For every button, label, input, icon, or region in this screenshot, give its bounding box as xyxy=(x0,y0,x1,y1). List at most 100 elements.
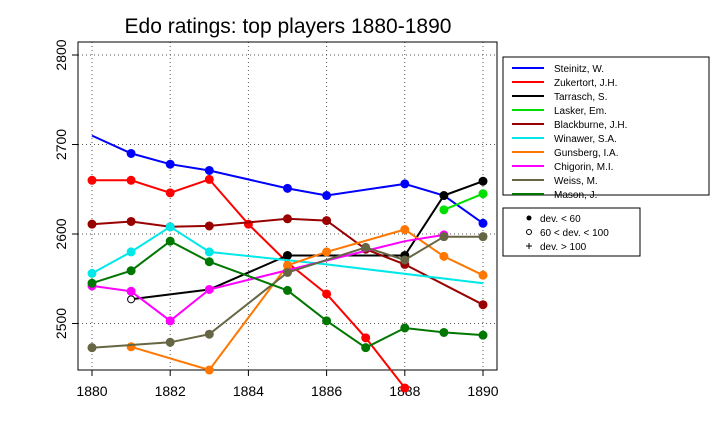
y-tick-label: 2500 xyxy=(53,308,69,339)
x-tick-label: 1882 xyxy=(155,383,186,399)
legend-label: Tarrasch, S. xyxy=(554,92,607,103)
series-2 xyxy=(87,174,410,393)
data-point xyxy=(126,175,136,185)
data-point xyxy=(283,267,292,277)
data-point xyxy=(478,189,488,199)
series-line xyxy=(91,240,484,349)
x-tick-label: 1884 xyxy=(233,383,264,399)
series-line xyxy=(443,192,484,211)
data-point xyxy=(204,174,214,184)
data-point xyxy=(204,329,214,339)
data-point xyxy=(165,337,175,347)
data-point xyxy=(400,323,410,333)
data-point xyxy=(322,316,332,326)
data-point xyxy=(361,242,371,252)
data-point xyxy=(478,330,488,340)
y-tick-label: 2800 xyxy=(53,39,69,70)
series-line xyxy=(130,228,484,372)
series-line xyxy=(91,235,483,349)
data-point xyxy=(204,247,214,257)
data-point xyxy=(283,250,292,260)
grid xyxy=(78,42,497,370)
marker-symbol xyxy=(526,229,532,235)
series-line xyxy=(130,180,484,301)
data-point xyxy=(127,295,136,304)
data-point xyxy=(87,219,97,229)
legend-label: Weiss, M. xyxy=(554,176,598,187)
data-point xyxy=(478,232,488,242)
data-point xyxy=(126,148,136,158)
legend-label: Mason, J. xyxy=(554,190,597,201)
x-axis: 188018821884188618881890 xyxy=(76,370,499,399)
marker-legend-label: dev. < 60 xyxy=(540,214,581,225)
marker-legend: dev. < 60 60 < dev. < 100 dev. > 100 xyxy=(502,207,641,257)
series-6 xyxy=(87,222,484,285)
data-point xyxy=(322,216,332,226)
series-line xyxy=(91,225,484,285)
marker-legend-box xyxy=(502,207,641,257)
y-tick-label: 2600 xyxy=(53,218,69,249)
data-point xyxy=(126,266,136,276)
legend-label: Chigorin, M.I. xyxy=(554,162,613,173)
legend-label: Gunsberg, I.A. xyxy=(554,148,618,159)
y-tick-label: 2700 xyxy=(53,129,69,160)
plot-frame xyxy=(77,41,498,371)
marker-legend-label: 60 < dev. < 100 xyxy=(540,228,609,239)
data-point xyxy=(478,176,488,186)
marker-legend-label: dev. > 100 xyxy=(540,242,587,253)
legend-label: Winawer, S.A. xyxy=(554,134,617,145)
series-4 xyxy=(439,189,488,215)
legend-label: Steinitz, W. xyxy=(554,64,604,75)
data-point xyxy=(439,327,449,337)
data-point xyxy=(165,222,175,232)
series-1 xyxy=(91,134,488,228)
data-point xyxy=(400,225,410,235)
data-point xyxy=(165,188,175,198)
x-tick-label: 1886 xyxy=(311,383,342,399)
series-line xyxy=(91,233,445,323)
data-point xyxy=(165,316,175,326)
data-point xyxy=(439,251,449,261)
data-point xyxy=(87,343,97,353)
data-point xyxy=(165,159,175,169)
data-point xyxy=(283,285,292,295)
data-point xyxy=(400,179,410,189)
data-point xyxy=(478,300,488,310)
series-10 xyxy=(87,236,488,353)
data-point xyxy=(204,257,214,267)
data-point xyxy=(283,214,292,224)
series-3 xyxy=(127,176,488,304)
data-point xyxy=(478,270,488,280)
data-point xyxy=(204,284,214,294)
legend-box xyxy=(502,56,710,196)
data-point xyxy=(322,247,332,257)
series-line xyxy=(91,134,484,225)
data-point xyxy=(165,236,175,246)
data-point xyxy=(204,221,214,231)
y-axis: 2500 2600 2700 2800 xyxy=(53,39,78,339)
data-point xyxy=(439,205,449,215)
data-point xyxy=(400,255,410,265)
data-point xyxy=(283,183,292,193)
legend-label: Lasker, Em. xyxy=(554,106,607,117)
data-point xyxy=(361,333,371,343)
data-point xyxy=(87,175,97,185)
data-point xyxy=(87,278,97,288)
x-tick-label: 1890 xyxy=(467,383,498,399)
data-point xyxy=(439,232,449,242)
data-point xyxy=(126,247,136,257)
chart-title: Edo ratings: top players 1880-1890 xyxy=(125,15,452,38)
series-9 xyxy=(87,232,488,353)
data-point xyxy=(126,286,136,296)
marker-symbol xyxy=(526,243,532,249)
data-point xyxy=(87,268,97,278)
x-tick-label: 1880 xyxy=(76,383,107,399)
data-point xyxy=(439,191,449,201)
data-point xyxy=(400,383,410,393)
data-point xyxy=(204,165,214,175)
legend-label: Zukertort, J.H. xyxy=(554,78,617,89)
data-point xyxy=(322,289,332,299)
data-point xyxy=(204,365,214,375)
